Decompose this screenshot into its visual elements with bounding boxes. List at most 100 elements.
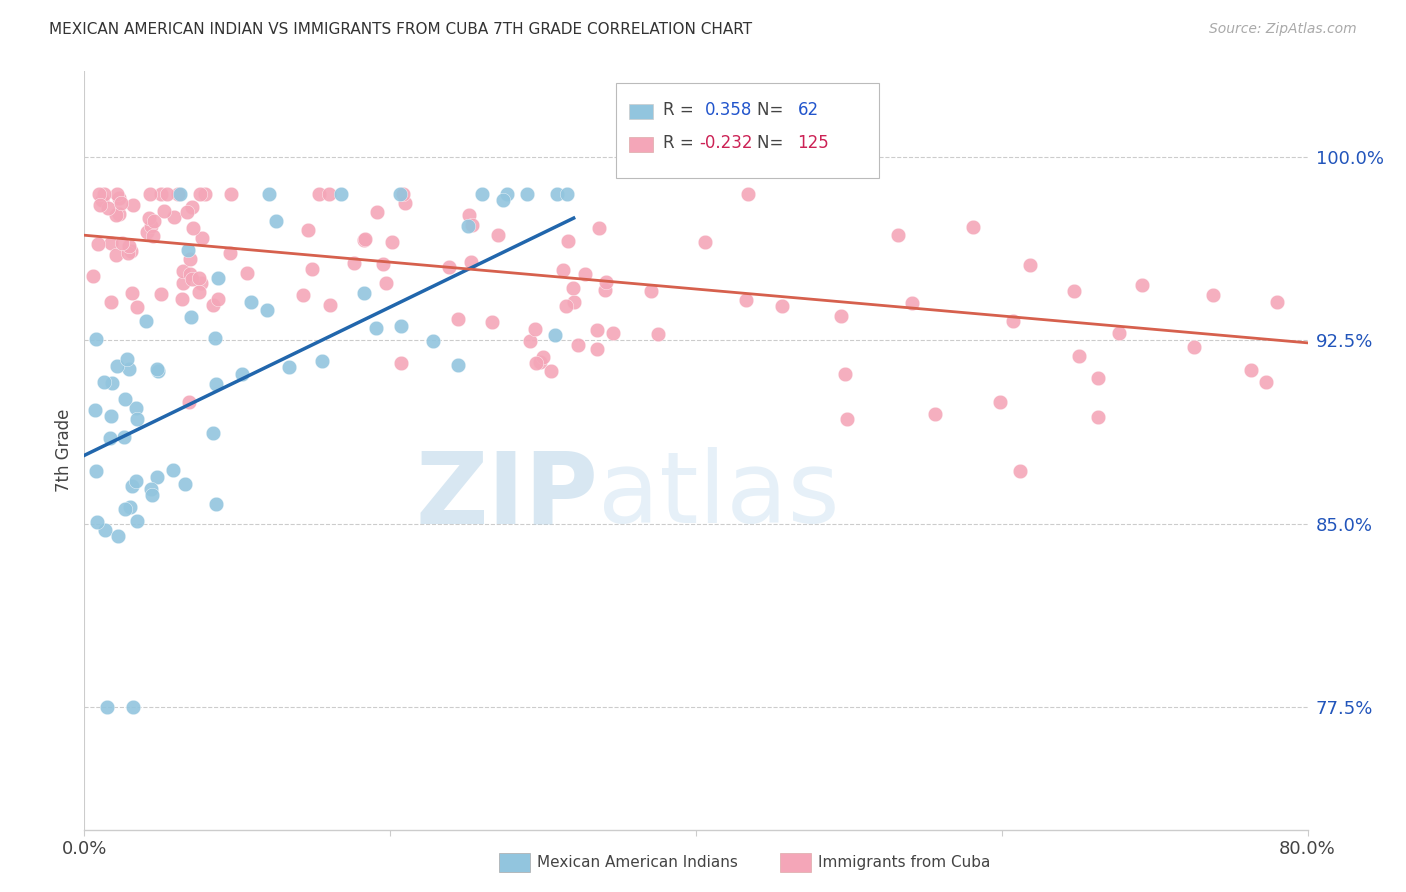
Text: MEXICAN AMERICAN INDIAN VS IMMIGRANTS FROM CUBA 7TH GRADE CORRELATION CHART: MEXICAN AMERICAN INDIAN VS IMMIGRANTS FR… — [49, 22, 752, 37]
Point — [181, 200, 204, 214]
Point — [486, 228, 509, 243]
Point — [988, 395, 1011, 409]
Point — [117, 361, 139, 376]
Point — [457, 208, 479, 222]
Point — [835, 411, 858, 425]
Point — [89, 198, 111, 212]
Point — [190, 230, 212, 244]
Point — [219, 246, 242, 260]
Point — [1087, 409, 1109, 424]
Point — [138, 211, 160, 225]
Text: ZIP: ZIP — [415, 448, 598, 544]
Point — [187, 271, 209, 285]
Point — [82, 269, 104, 284]
Point — [834, 367, 856, 381]
Text: Immigrants from Cuba: Immigrants from Cuba — [818, 855, 991, 870]
Point — [110, 196, 132, 211]
Point — [529, 355, 551, 369]
Point — [111, 236, 134, 251]
Point — [586, 323, 609, 337]
Point — [180, 310, 202, 324]
Point — [94, 524, 117, 538]
Point — [139, 219, 162, 233]
Point — [366, 204, 388, 219]
Point — [734, 293, 756, 307]
Point — [118, 500, 141, 514]
Point — [447, 312, 470, 326]
Point — [330, 186, 353, 201]
Point — [1002, 314, 1025, 328]
Point — [257, 186, 280, 201]
Point — [121, 286, 143, 301]
Point — [173, 477, 195, 491]
Point — [100, 294, 122, 309]
Point — [292, 288, 315, 302]
Point — [142, 228, 165, 243]
Text: R =: R = — [664, 101, 699, 119]
Point — [104, 208, 127, 222]
Point — [1108, 326, 1130, 340]
Point — [190, 277, 212, 291]
Point — [460, 255, 482, 269]
Point — [87, 236, 110, 251]
Point — [256, 303, 278, 318]
Point — [887, 227, 910, 242]
Point — [181, 220, 204, 235]
Point — [519, 334, 541, 348]
Point — [457, 219, 479, 233]
Point — [105, 186, 128, 201]
Point — [364, 321, 387, 335]
Point — [90, 193, 112, 207]
Point — [1008, 464, 1031, 478]
Point — [107, 528, 129, 542]
Point — [231, 367, 253, 381]
Point — [176, 205, 198, 219]
Point — [375, 276, 398, 290]
Point — [318, 186, 340, 201]
Point — [141, 488, 163, 502]
Point — [172, 292, 194, 306]
Point — [205, 376, 228, 391]
Text: 0.358: 0.358 — [704, 101, 752, 119]
Point — [962, 219, 984, 234]
Point — [207, 292, 229, 306]
Point — [546, 186, 568, 201]
Point — [1063, 284, 1085, 298]
Point — [122, 699, 145, 714]
Point — [162, 463, 184, 477]
Point — [562, 281, 585, 295]
Point — [461, 218, 484, 232]
Point — [240, 295, 263, 310]
Point — [177, 395, 200, 409]
Text: 125: 125 — [797, 135, 830, 153]
Point — [554, 299, 576, 313]
Point — [190, 186, 212, 201]
Point — [557, 234, 579, 248]
Point — [595, 275, 617, 289]
Point — [107, 207, 129, 221]
Point — [531, 350, 554, 364]
Point — [146, 364, 169, 378]
Point — [169, 186, 191, 201]
Point — [146, 470, 169, 484]
Point — [96, 700, 118, 714]
Point — [207, 271, 229, 285]
Text: atlas: atlas — [598, 448, 839, 544]
Point — [394, 196, 416, 211]
Point — [392, 186, 415, 201]
Point — [100, 409, 122, 423]
Point — [524, 322, 547, 336]
Point — [371, 257, 394, 271]
Point — [122, 198, 145, 212]
Point — [142, 214, 165, 228]
Point — [101, 376, 124, 390]
Point — [136, 225, 159, 239]
Point — [492, 193, 515, 207]
Point — [693, 235, 716, 249]
FancyBboxPatch shape — [628, 104, 654, 120]
Point — [297, 223, 319, 237]
Point — [117, 246, 139, 260]
Point — [389, 318, 412, 333]
Point — [308, 186, 330, 201]
Point — [544, 328, 567, 343]
